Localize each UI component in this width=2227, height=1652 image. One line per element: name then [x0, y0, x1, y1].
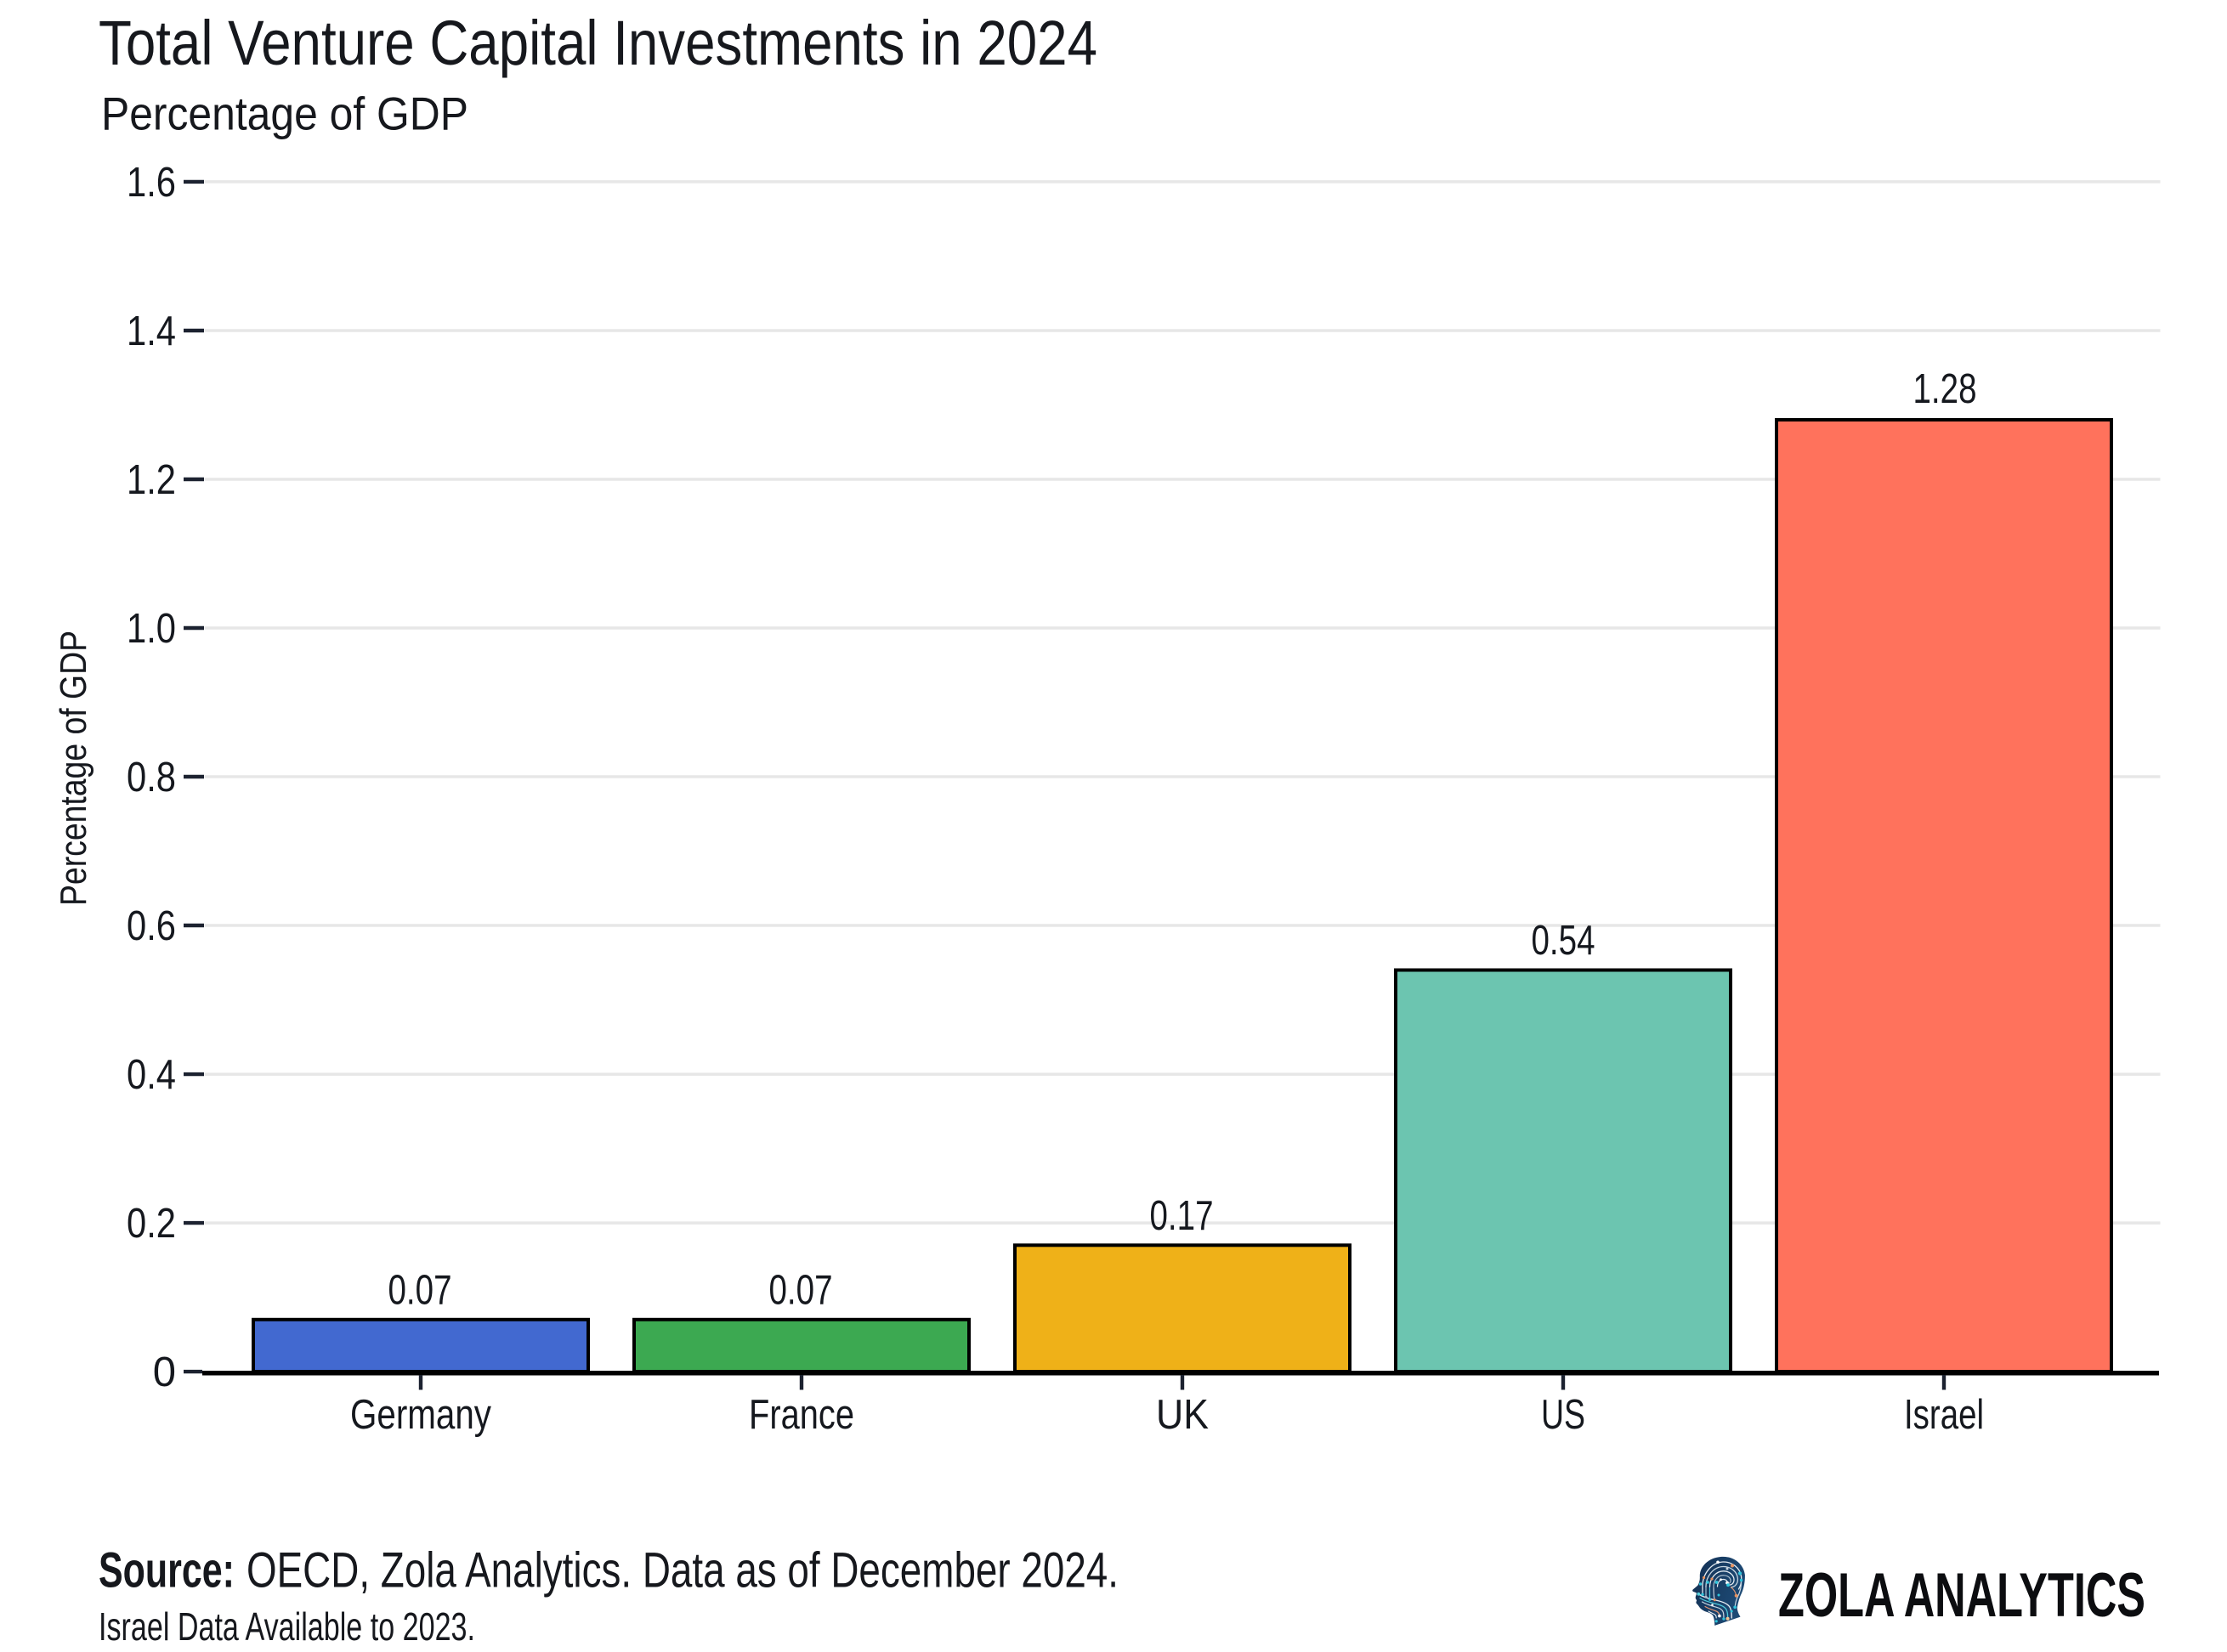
svg-text:0.07: 0.07 [769, 1267, 833, 1313]
svg-text:France: France [749, 1392, 854, 1438]
svg-text:1.28: 1.28 [1913, 366, 1977, 412]
svg-text:0.8: 0.8 [127, 755, 176, 801]
svg-text:Germany: Germany [350, 1392, 491, 1438]
svg-text:0.17: 0.17 [1150, 1193, 1214, 1239]
svg-text:OECD, Zola Analytics. Data as: OECD, Zola Analytics. Data as of Decembe… [246, 1543, 1119, 1598]
svg-text:0.07: 0.07 [388, 1267, 452, 1313]
svg-text:Source:: Source: [99, 1543, 235, 1598]
svg-text:0: 0 [153, 1349, 176, 1395]
svg-text:0.54: 0.54 [1532, 918, 1595, 964]
svg-text:Percentage of GDP: Percentage of GDP [101, 88, 468, 140]
svg-text:Israel Data Available to 2023.: Israel Data Available to 2023. [99, 1604, 475, 1649]
svg-text:0.6: 0.6 [127, 903, 176, 949]
svg-text:0.4: 0.4 [127, 1052, 176, 1098]
svg-text:1.2: 1.2 [127, 457, 176, 503]
svg-text:ZOLA ANALYTICS: ZOLA ANALYTICS [1778, 1561, 2145, 1630]
svg-text:Total Venture Capital Investme: Total Venture Capital Investments in 202… [99, 8, 1097, 78]
svg-text:1.0: 1.0 [127, 606, 176, 652]
svg-text:US: US [1541, 1392, 1585, 1438]
svg-text:1.6: 1.6 [127, 160, 176, 206]
svg-text:Israel: Israel [1904, 1392, 1984, 1438]
svg-text:Percentage of GDP: Percentage of GDP [53, 631, 94, 906]
svg-text:1.4: 1.4 [127, 308, 176, 354]
svg-text:0.2: 0.2 [127, 1201, 176, 1247]
svg-text:UK: UK [1156, 1392, 1209, 1438]
